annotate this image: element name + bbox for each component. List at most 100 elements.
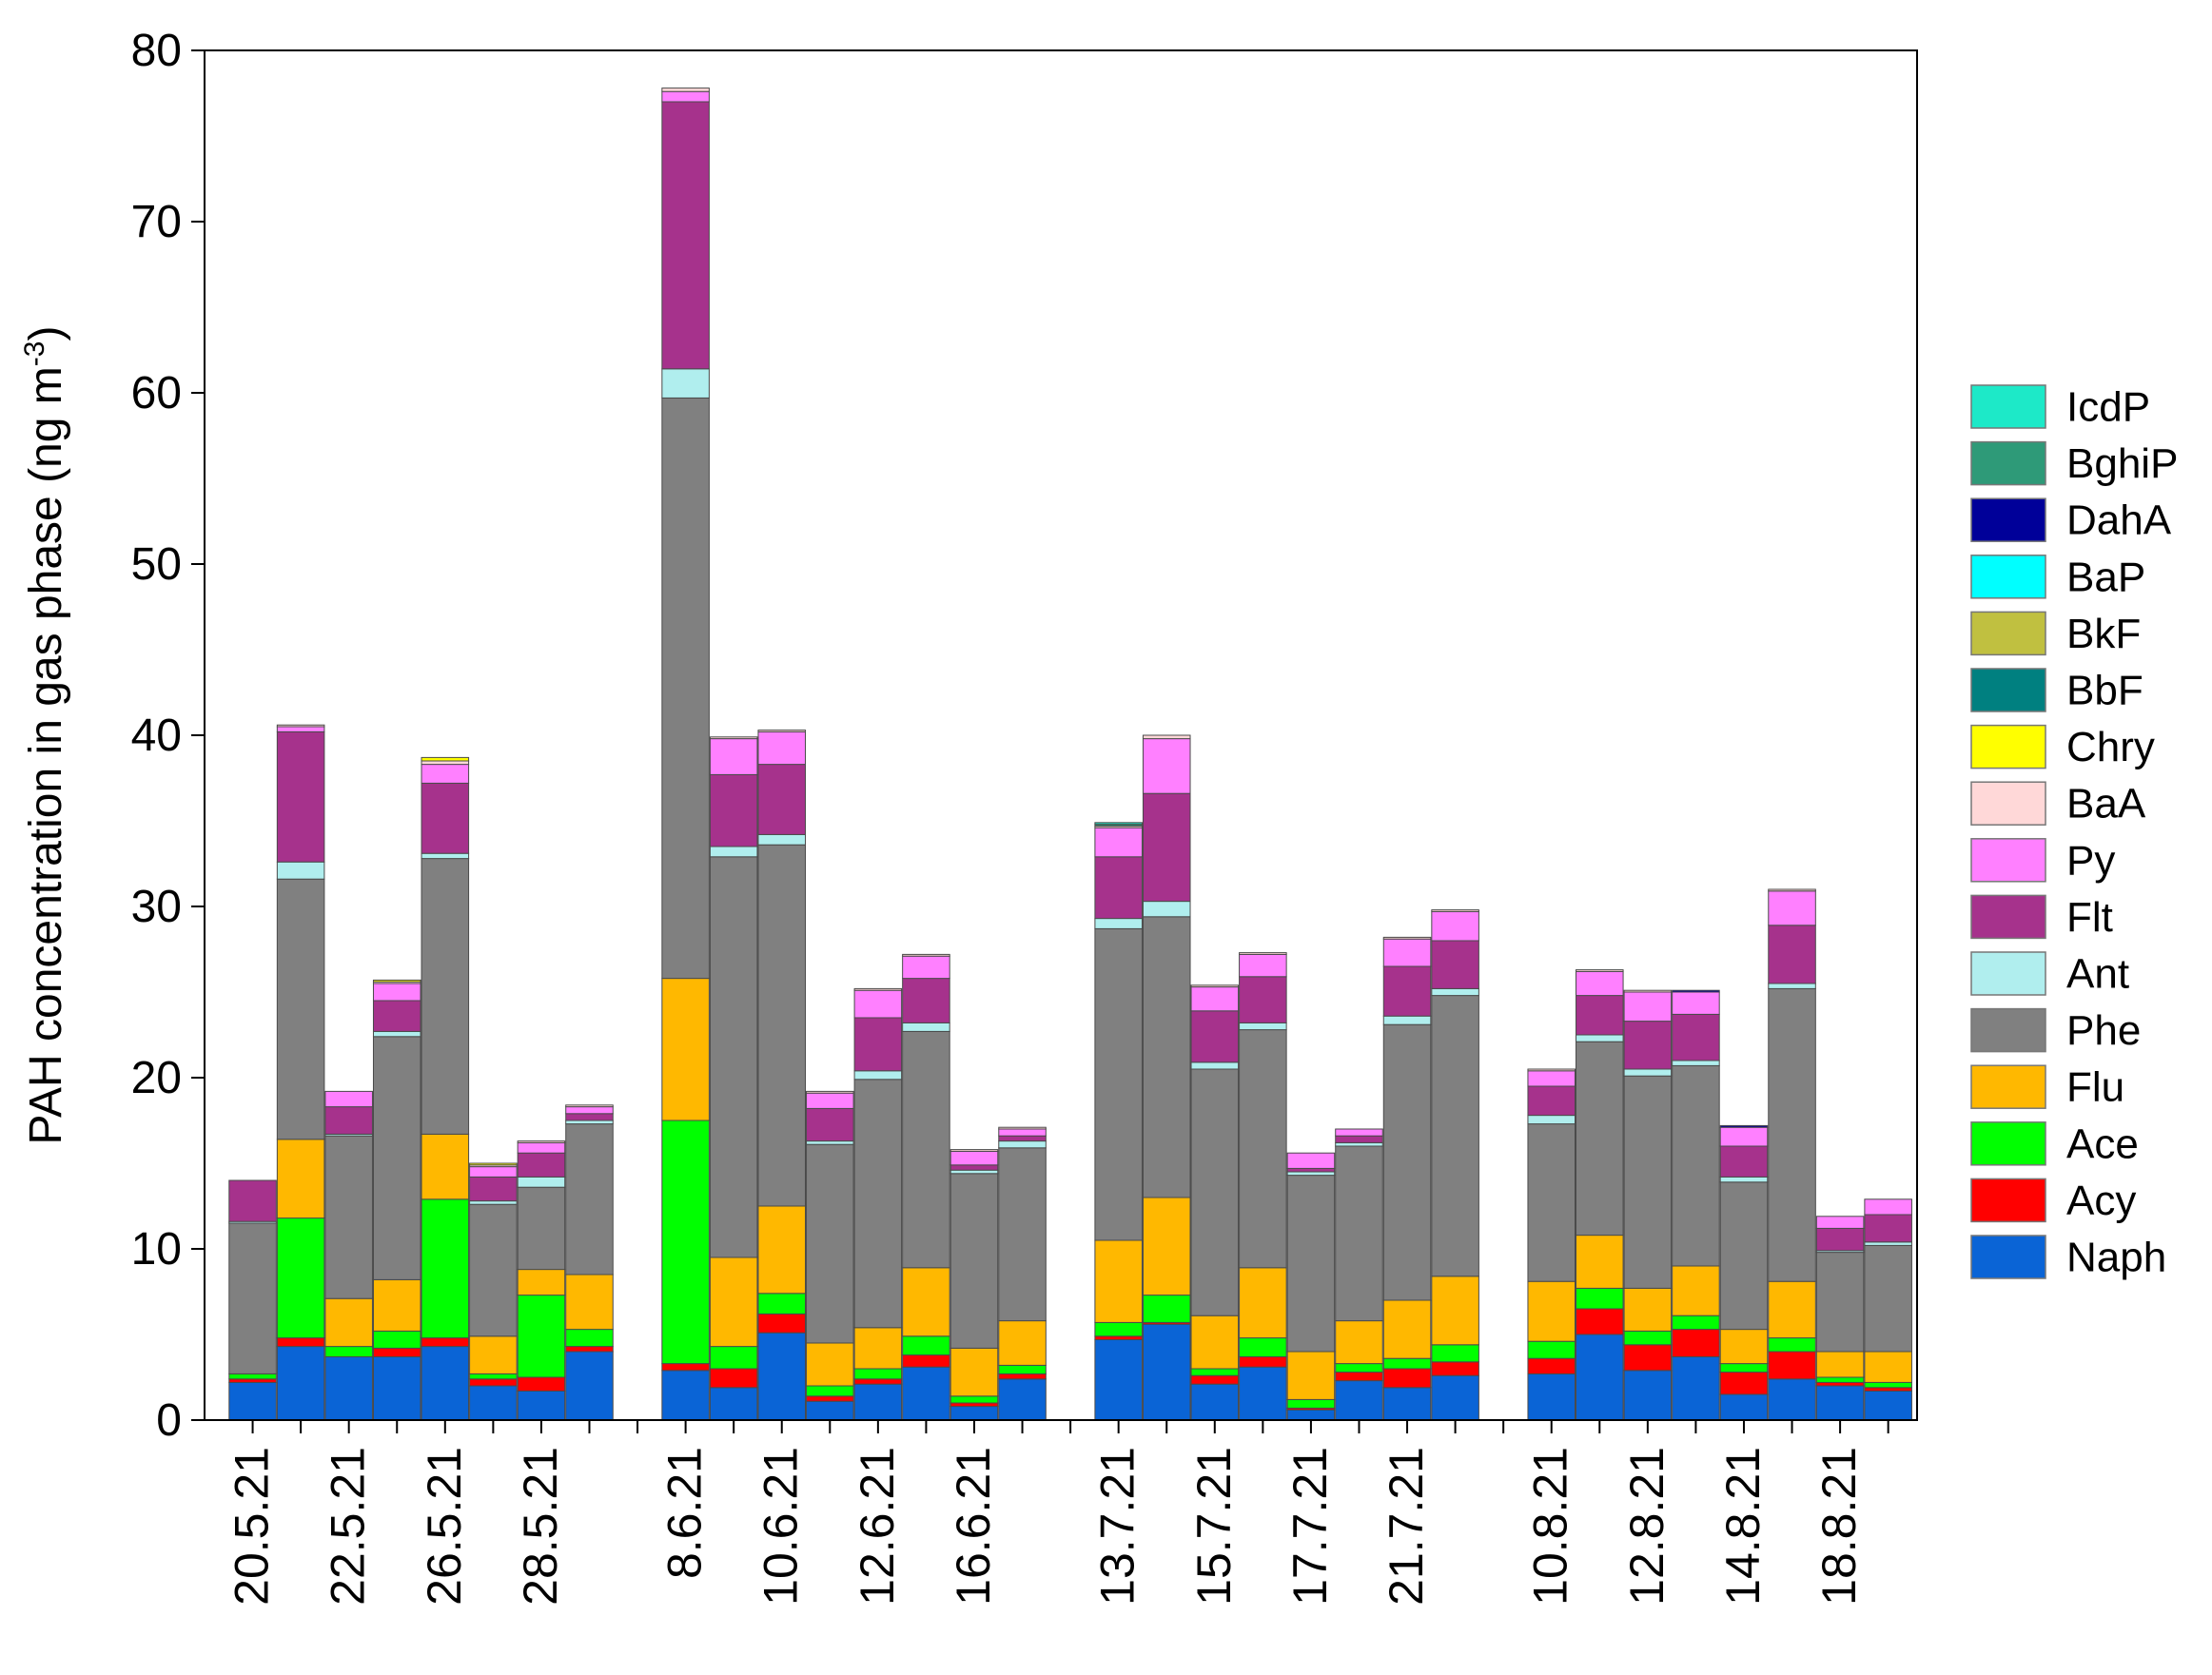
- bar-segment-ace: [1623, 1330, 1673, 1346]
- bar-segment-ace: [1431, 1344, 1479, 1363]
- x-tick-label: 12.8.21: [1620, 1447, 1674, 1606]
- bar-segment-phe: [565, 1123, 614, 1276]
- legend-swatch-daha: [1970, 497, 2046, 542]
- legend-label-bbf: BbF: [2066, 668, 2143, 714]
- bar-segment-naph: [661, 1370, 710, 1421]
- bar-segment-flt: [709, 773, 758, 847]
- x-tick-label: 15.7.21: [1187, 1447, 1241, 1606]
- y-tick-label: 30: [131, 882, 182, 932]
- bar-segment-phe: [757, 844, 807, 1207]
- legend-swatch-ace: [1970, 1121, 2046, 1166]
- legend-swatch-py: [1970, 838, 2046, 883]
- bar-segment-ant: [1190, 1061, 1240, 1070]
- bar-segment-py: [902, 955, 950, 980]
- y-axis-label: PAH concentration in gas phase (ng m-3): [19, 326, 71, 1145]
- bar-segment-ace: [806, 1385, 854, 1397]
- bar-segment-flu: [1286, 1351, 1336, 1400]
- bar-segment-baa: [757, 730, 807, 732]
- bar-segment-ant: [661, 368, 710, 399]
- bar-segment-ace: [1864, 1381, 1912, 1389]
- bar-segment-acy: [1527, 1357, 1576, 1374]
- bar-segment-naph: [1142, 1323, 1191, 1421]
- bar-segment-flt: [661, 101, 710, 370]
- legend-label-py: Py: [2066, 837, 2115, 884]
- bar-segment-ace: [1672, 1315, 1720, 1331]
- bar-segment-ant: [565, 1120, 614, 1125]
- legend-swatch-ant: [1970, 951, 2046, 996]
- bar-segment-py: [1286, 1152, 1336, 1169]
- bar-segment-flu: [372, 1278, 421, 1332]
- bar-segment-acy: [228, 1378, 277, 1383]
- x-tick-label: 18.8.21: [1812, 1447, 1866, 1606]
- bar-segment-naph: [998, 1378, 1047, 1421]
- bar-segment-ace: [998, 1364, 1047, 1374]
- bar-segment-naph: [853, 1383, 903, 1421]
- bar-segment-flu: [469, 1335, 518, 1374]
- bar-segment-naph: [949, 1406, 999, 1421]
- bar-segment-ace: [1190, 1368, 1240, 1376]
- bar-segment-naph: [421, 1346, 470, 1421]
- bar-segment-naph: [1815, 1385, 1865, 1421]
- bar-segment-py: [757, 730, 807, 766]
- bar-segment-ant: [709, 846, 758, 858]
- bar-segment-flt: [853, 1017, 903, 1072]
- bar-segment-ant: [949, 1169, 999, 1175]
- bar-segment-ant: [806, 1140, 854, 1145]
- bar-segment-py: [1239, 953, 1287, 978]
- bar-segment-flu: [421, 1133, 470, 1200]
- bar-segment-acy: [1623, 1344, 1673, 1372]
- bar-segment-py: [1382, 938, 1432, 967]
- y-tick-label: 50: [131, 539, 182, 590]
- legend-label-icdp: IcdP: [2066, 384, 2150, 431]
- bar-segment-ant: [1382, 1015, 1432, 1025]
- legend-swatch-flt: [1970, 894, 2046, 940]
- bar-segment-ant: [1672, 1060, 1720, 1066]
- bar-segment-ant: [1719, 1176, 1769, 1183]
- bar-segment-py: [1335, 1128, 1383, 1137]
- bar-segment-py: [949, 1150, 999, 1166]
- bar-segment-baa: [1239, 952, 1287, 955]
- bar-segment-flu: [1190, 1315, 1240, 1370]
- bar-segment-naph: [517, 1390, 566, 1421]
- bar-segment-flu: [1431, 1276, 1479, 1346]
- x-tick-label: 13.7.21: [1091, 1447, 1145, 1606]
- bar-segment-flu: [1576, 1235, 1624, 1289]
- legend-label-daha: DahA: [2066, 497, 2172, 544]
- bar-segment-flt: [1335, 1135, 1383, 1143]
- bar-segment-flu: [1672, 1265, 1720, 1316]
- bar-segment-naph: [902, 1366, 950, 1421]
- bar-segment-naph: [806, 1400, 854, 1421]
- bar-segment-flt: [421, 782, 470, 854]
- bar-segment-ant: [517, 1176, 566, 1188]
- legend-swatch-icdp: [1970, 384, 2046, 429]
- bar-segment-phe: [1719, 1181, 1769, 1331]
- x-tick-label: 28.5.21: [514, 1447, 567, 1606]
- bar-segment-acy: [276, 1337, 325, 1348]
- bar-segment-ace: [1142, 1295, 1191, 1323]
- bar-segment-ace: [565, 1329, 614, 1348]
- x-tick-label: 14.8.21: [1716, 1447, 1770, 1606]
- bar-segment-acy: [1094, 1335, 1143, 1340]
- bar-segment-ace: [324, 1346, 373, 1357]
- bar-segment-flt: [276, 730, 325, 863]
- legend-swatch-bbf: [1970, 668, 2046, 712]
- bar-segment-flu: [1719, 1329, 1769, 1365]
- bar-segment-flu: [276, 1139, 325, 1219]
- bar-segment-flu: [998, 1320, 1047, 1366]
- bar-segment-ant: [902, 1022, 950, 1032]
- bar-segment-phe: [1768, 987, 1816, 1282]
- bar-segment-naph: [1768, 1378, 1816, 1421]
- bar-segment-chry: [469, 1162, 518, 1166]
- bar-segment-phe: [1239, 1029, 1287, 1269]
- bar-segment-ant: [276, 861, 325, 880]
- bar-segment-flt: [1864, 1214, 1912, 1243]
- bar-segment-phe: [998, 1147, 1047, 1322]
- bar-segment-ace: [1527, 1340, 1576, 1359]
- legend-label-acy: Acy: [2066, 1178, 2136, 1224]
- bar-segment-flt: [1190, 1010, 1240, 1063]
- bar-segment-flu: [1768, 1280, 1816, 1339]
- bar-segment-ant: [757, 833, 807, 846]
- bars-layer: [228, 88, 1912, 1421]
- bar-segment-py: [565, 1106, 614, 1115]
- legend-swatch-naph: [1970, 1235, 2046, 1279]
